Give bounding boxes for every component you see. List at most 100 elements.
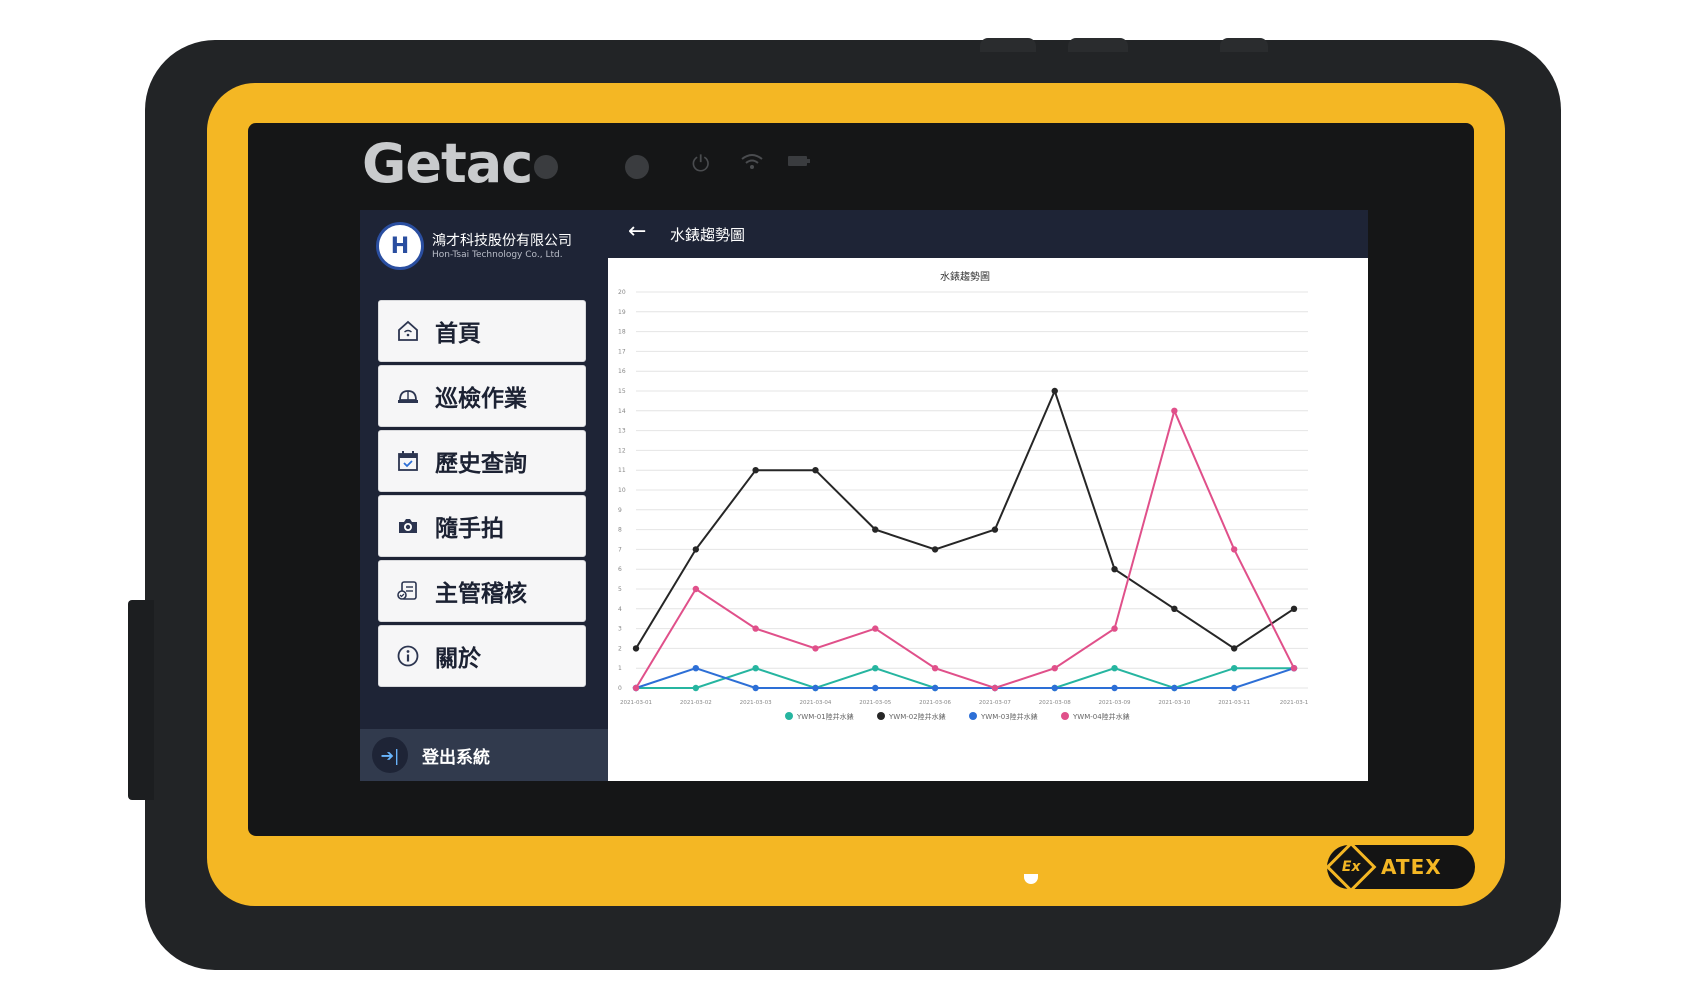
battery-indicator-icon	[788, 148, 810, 173]
y-tick-label: 20	[618, 289, 626, 296]
helmet-icon	[395, 383, 421, 409]
y-tick-label: 2	[618, 645, 622, 652]
function-button-2[interactable]	[1220, 38, 1268, 52]
data-point	[991, 684, 999, 692]
legend-marker	[877, 712, 885, 720]
y-tick-label: 17	[618, 348, 626, 355]
y-tick-label: 1	[618, 665, 622, 672]
series-line	[635, 667, 1295, 689]
app-screen: H 鴻才科技股份有限公司 Hon-Tsai Technology Co., Lt…	[360, 210, 1368, 781]
brand-logo: Getac	[362, 132, 533, 195]
front-camera	[625, 155, 649, 179]
y-tick-label: 0	[618, 685, 622, 692]
chart-area: 水錶趨勢圖 0 1 2 3 4 5 6 7 8 9 10 11 12 13 14 15 16 17 18 19 20 202…	[608, 258, 1368, 781]
legend-label: YWM-03陸井水錶	[980, 712, 1038, 721]
data-point	[1111, 566, 1118, 573]
atex-badge: Ex ATEX	[1325, 841, 1475, 893]
data-point	[872, 625, 879, 632]
ex-mark-text: Ex	[1341, 859, 1361, 875]
y-tick-label: 14	[618, 408, 626, 415]
sidebar: H 鴻才科技股份有限公司 Hon-Tsai Technology Co., Lt…	[360, 210, 608, 781]
y-tick-label: 13	[618, 428, 626, 435]
x-tick-label: 2021-03-05	[859, 700, 891, 706]
main-menu: 首頁 巡檢作業 歷史查詢 隨手拍	[378, 300, 586, 690]
data-point	[1051, 665, 1058, 672]
company-header: H 鴻才科技股份有限公司 Hon-Tsai Technology Co., Lt…	[376, 222, 606, 282]
x-tick-label: 2021-03-1	[1280, 700, 1308, 706]
data-point	[812, 645, 819, 652]
water-meter-trend-chart: 水錶趨勢圖01234567891011121314151617181920202…	[618, 270, 1308, 721]
y-tick-label: 5	[618, 586, 622, 593]
legend-label: YWM-04陸井水錶	[1072, 712, 1130, 721]
data-point	[692, 684, 700, 692]
logout-label: 登出系統	[422, 747, 490, 768]
audit-icon	[395, 578, 421, 604]
data-point	[931, 684, 939, 692]
home-wifi-icon	[395, 318, 421, 344]
menu-item-history[interactable]: 歷史查詢	[378, 430, 586, 492]
data-point	[991, 526, 999, 533]
company-logo-icon: H	[376, 222, 424, 270]
menu-item-snapshot[interactable]: 隨手拍	[378, 495, 586, 557]
x-tick-label: 2021-03-03	[740, 700, 772, 706]
menu-label: 歷史查詢	[435, 451, 527, 477]
logout-button[interactable]: ➔| 登出系統	[360, 729, 608, 781]
function-button-1[interactable]	[1068, 38, 1128, 52]
data-point	[1051, 684, 1058, 692]
data-point	[632, 645, 640, 652]
y-tick-label: 3	[618, 626, 622, 633]
menu-label: 主管稽核	[435, 581, 527, 607]
top-bar: ← 水錶趨勢圖	[608, 210, 1368, 258]
power-indicator-icon: ⏻	[692, 152, 710, 177]
y-tick-label: 10	[618, 487, 626, 494]
data-point	[632, 684, 640, 692]
power-button[interactable]	[980, 38, 1036, 52]
data-point	[931, 665, 939, 672]
data-point	[1230, 684, 1238, 692]
chart-title: 水錶趨勢圖	[940, 270, 990, 283]
x-tick-label: 2021-03-06	[919, 700, 951, 706]
y-tick-label: 9	[618, 507, 622, 514]
menu-item-audit[interactable]: 主管稽核	[378, 560, 586, 622]
menu-item-inspection[interactable]: 巡檢作業	[378, 365, 586, 427]
legend-marker	[1061, 712, 1069, 720]
legend-marker	[785, 712, 793, 720]
menu-item-about[interactable]: 關於	[378, 625, 586, 687]
data-point	[1111, 684, 1118, 692]
data-point	[1171, 684, 1178, 692]
data-point	[872, 684, 879, 692]
camera-icon	[395, 513, 421, 539]
wifi-indicator-icon	[740, 152, 764, 178]
data-point	[692, 665, 700, 672]
company-name-en: Hon-Tsai Technology Co., Ltd.	[432, 250, 563, 260]
x-tick-label: 2021-03-01	[620, 700, 652, 706]
menu-item-home[interactable]: 首頁	[378, 300, 586, 362]
data-point	[752, 684, 759, 692]
atex-label: ATEX	[1381, 855, 1442, 879]
data-point	[1230, 546, 1238, 553]
menu-label: 關於	[435, 646, 481, 672]
x-tick-label: 2021-03-09	[1099, 700, 1131, 706]
x-tick-label: 2021-03-02	[680, 700, 712, 706]
data-point	[1230, 665, 1238, 672]
y-tick-label: 18	[618, 329, 626, 336]
bottom-port	[1024, 874, 1038, 884]
y-tick-label: 12	[618, 447, 626, 454]
data-point	[752, 625, 759, 632]
menu-label: 首頁	[435, 321, 481, 347]
page-title: 水錶趨勢圖	[670, 226, 746, 244]
y-tick-label: 7	[618, 546, 622, 553]
data-point	[1111, 625, 1118, 632]
y-tick-label: 8	[618, 527, 622, 534]
y-tick-label: 11	[618, 467, 626, 474]
data-point	[692, 546, 700, 553]
data-point	[872, 526, 879, 533]
logout-icon: ➔|	[372, 737, 408, 773]
data-point	[1171, 407, 1178, 414]
legend-marker	[969, 712, 977, 720]
y-tick-label: 15	[618, 388, 626, 395]
light-sensor	[534, 155, 558, 179]
back-arrow-icon[interactable]: ←	[628, 219, 647, 244]
x-tick-label: 2021-03-08	[1039, 700, 1071, 706]
legend-label: YWM-02陸井水錶	[888, 712, 946, 721]
